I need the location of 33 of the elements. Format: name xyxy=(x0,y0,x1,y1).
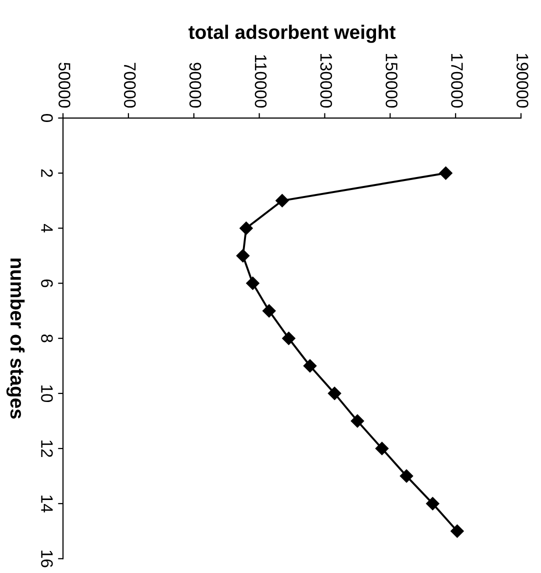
point xyxy=(375,442,389,456)
y-tick-label: 6 xyxy=(41,279,53,288)
point xyxy=(328,386,342,400)
y-tick-label: 0 xyxy=(41,114,53,122)
point xyxy=(439,166,452,180)
x-tick-label: 130000 xyxy=(320,54,332,108)
y-tick-label: 4 xyxy=(41,224,53,232)
y-tick-label: 12 xyxy=(41,440,53,457)
point xyxy=(240,222,253,235)
x-tick-label: 110000 xyxy=(254,55,267,108)
x-tick-label: 70000 xyxy=(124,62,136,108)
x-tick-label: 90000 xyxy=(189,62,202,108)
y-tick-label: 14 xyxy=(41,496,53,512)
point xyxy=(246,276,260,290)
point xyxy=(350,414,364,428)
x-tick-label: 150000 xyxy=(386,54,398,108)
y-axis-title: number of stages xyxy=(6,258,25,419)
y-tick-label: 8 xyxy=(41,334,53,342)
y-tick-label: 16 xyxy=(41,550,53,568)
point xyxy=(262,304,276,318)
x-axis-title: total adsorbent weight xyxy=(188,24,396,43)
point xyxy=(282,332,296,345)
point xyxy=(400,469,414,483)
point xyxy=(236,249,250,262)
point xyxy=(276,194,289,208)
point xyxy=(303,359,317,372)
y-tick-label: 2 xyxy=(41,169,53,177)
x-tick-label: 170000 xyxy=(451,54,463,108)
point xyxy=(426,497,440,510)
point xyxy=(450,524,464,538)
x-tick-label: 50000 xyxy=(58,62,70,108)
x-tick-label: 190000 xyxy=(516,54,528,108)
y-tick-label: 10 xyxy=(41,385,53,402)
